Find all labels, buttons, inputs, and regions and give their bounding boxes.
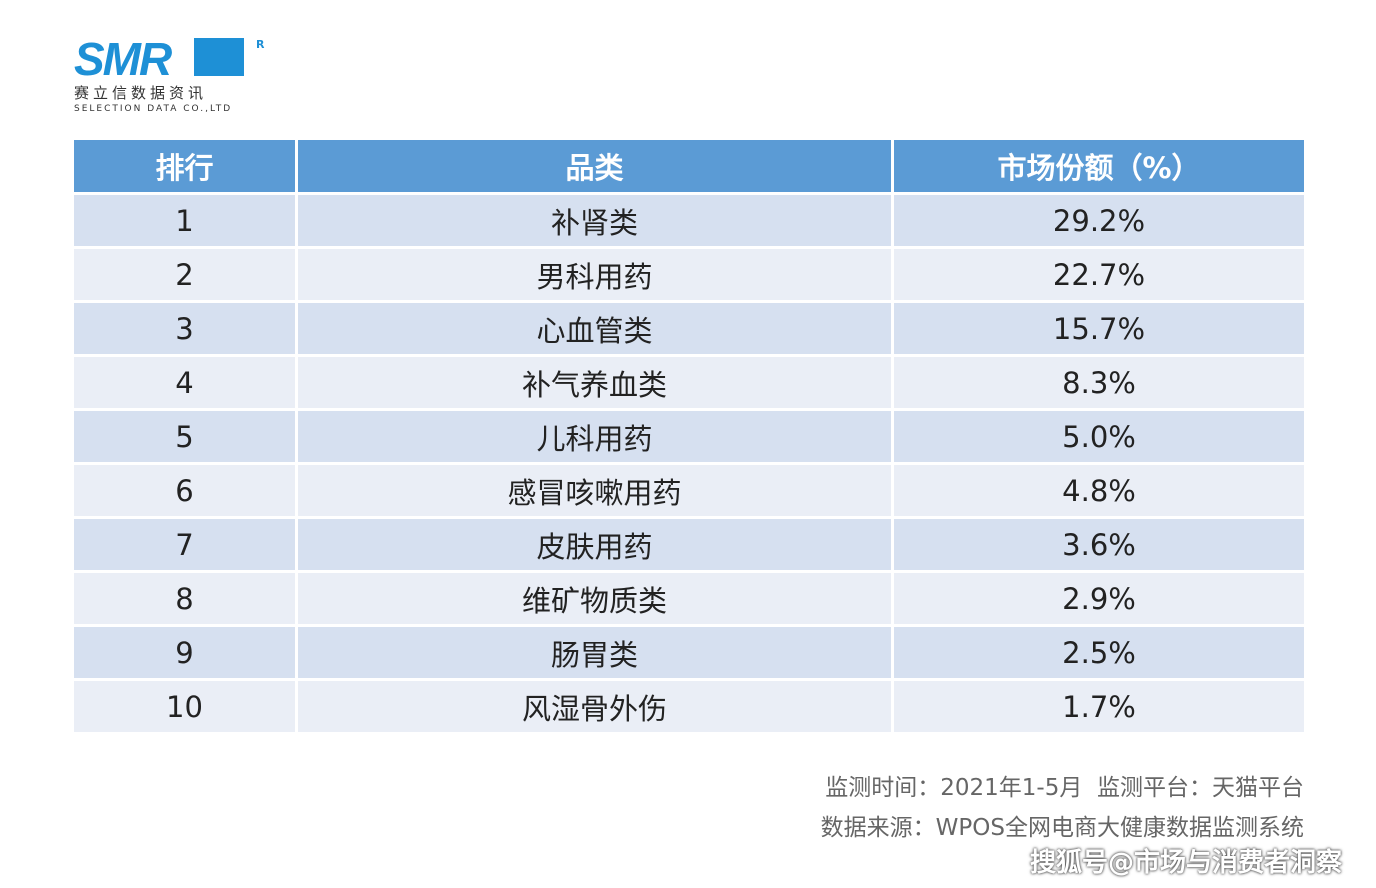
table-cell: 补肾类 [295,192,894,249]
table-row: 2 男科用药 22.7% [74,246,1304,303]
table-cell: 5.0% [891,408,1304,465]
logo-mark: SMR [74,33,172,85]
table-cell: 补气养血类 [295,354,894,411]
table: 排行 品类 市场份额（%） 1 补肾类 29.2% 2 男科用药 22.7% 3 心血管类 15.7%… [74,140,1304,735]
note: 数据来源：WPOS全网电商大健康数据监测系统 [820,815,1304,841]
table-cell: 皮肤用药 [295,516,894,573]
table-cell: 4 [74,354,298,411]
table-row: 7 皮肤用药 3.6% [74,516,1304,573]
table-cell: 4.8% [891,462,1304,519]
table-cell: 维矿物质类 [295,570,894,627]
table-cell: 3.6% [891,516,1304,573]
table-row: 9 肠胃类 2.5% [74,624,1304,681]
table-cell: 10 [74,678,298,735]
table-cell: 8 [74,570,298,627]
logo: SMR R 赛立信数据资讯 SELECTION DATA CO.,LTD [74,34,274,124]
header-cell: 品类 [295,140,894,195]
table-cell: 肠胃类 [295,624,894,681]
table-cell: 1.7% [891,678,1304,735]
table-cell: 心血管类 [295,300,894,357]
watermark: 搜狐号@市场与消费者洞察 [1029,848,1342,878]
table-row: 3 心血管类 15.7% [74,300,1304,357]
logo-name: 赛立信数据资讯 [74,84,208,102]
table-row: 4 补气养血类 8.3% [74,354,1304,411]
table-cell: 7 [74,516,298,573]
table-cell: 3 [74,300,298,357]
table-cell: 9 [74,624,298,681]
table-cell: 15.7% [891,300,1304,357]
table-row: 10 风湿骨外伤 1.7% [74,678,1304,735]
table-cell: 2 [74,246,298,303]
table-row: 1 补肾类 29.2% [74,192,1304,249]
table-cell: 22.7% [891,246,1304,303]
table-cell: 2.5% [891,624,1304,681]
header-cell: 市场份额（%） [891,140,1304,195]
logo-english: SELECTION DATA CO.,LTD [74,104,233,114]
header-row: 排行 品类 市场份额（%） [74,140,1304,195]
note: 监测时间：2021年1-5月 监测平台：天猫平台 [825,775,1304,801]
table-row: 6 感冒咳嗽用药 4.8% [74,462,1304,519]
table-cell: 2.9% [891,570,1304,627]
table-cell: 8.3% [891,354,1304,411]
table-cell: 儿科用药 [295,408,894,465]
table-cell: 1 [74,192,298,249]
table-cell: 5 [74,408,298,465]
table-cell: 风湿骨外伤 [295,678,894,735]
table-row: 5 儿科用药 5.0% [74,408,1304,465]
table-cell: 29.2% [891,192,1304,249]
table-cell: 男科用药 [295,246,894,303]
logo-registered: R [256,38,265,51]
table-cell: 6 [74,462,298,519]
notes: 监测时间：2021年1-5月 监测平台：天猫平台 数据来源：WPOS全网电商大健康… [821,768,1304,848]
header-cell: 排行 [74,140,298,195]
logo-bar [194,38,244,76]
table-row: 8 维矿物质类 2.9% [74,570,1304,627]
table-cell: 感冒咳嗽用药 [295,462,894,519]
